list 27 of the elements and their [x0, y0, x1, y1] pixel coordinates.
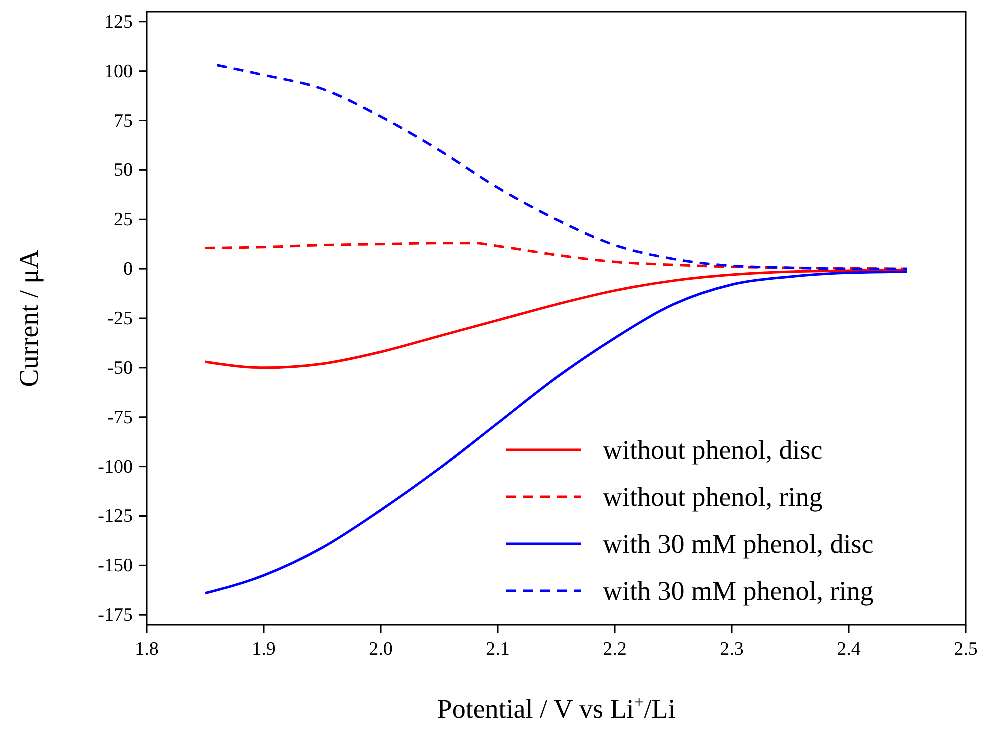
x-tick-label: 2.4 [837, 639, 862, 660]
x-tick-label: 2.1 [486, 639, 510, 660]
x-tick-label: 2.3 [720, 639, 744, 660]
y-tick-label: -175 [98, 605, 133, 626]
y-tick-label: -25 [108, 308, 133, 330]
y-tick-label: 100 [104, 61, 133, 82]
y-tick-label: -50 [108, 358, 133, 379]
y-tick-label: 75 [114, 110, 133, 132]
y-tick-label: -125 [98, 506, 133, 528]
legend-label: with 30 mM phenol, disc [603, 529, 874, 559]
legend-label: without phenol, ring [603, 482, 823, 512]
y-tick-label: 25 [114, 210, 133, 231]
y-tick-label: 125 [104, 12, 133, 33]
x-tick-label: 2.5 [954, 639, 978, 660]
y-axis-title: Current / μA [14, 249, 44, 388]
y-tick-label: -150 [98, 556, 133, 577]
x-tick-label: 1.9 [252, 639, 276, 660]
y-tick-label: -75 [108, 407, 133, 428]
x-tick-label: 2.2 [603, 639, 627, 660]
x-tick-label: 1.8 [135, 639, 159, 660]
legend-label: without phenol, disc [603, 435, 823, 465]
x-axis-title: Potential / V vs Li$^{+}$/Li [437, 692, 676, 724]
y-tick-label: -100 [98, 456, 133, 478]
x-tick-label: 2.0 [369, 639, 393, 660]
y-tick-label: 0 [124, 259, 133, 280]
legend-label: with 30 mM phenol, ring [603, 576, 874, 606]
y-tick-label: 50 [114, 160, 133, 182]
